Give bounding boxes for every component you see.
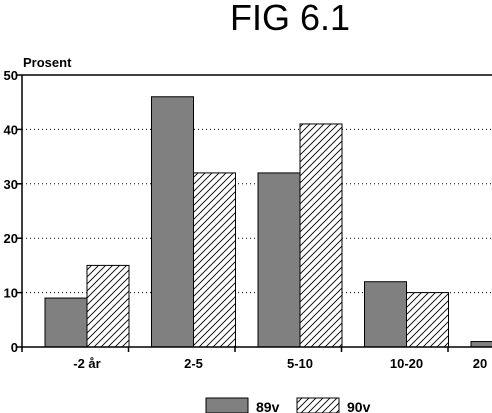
bar-89v-2 [257,172,301,348]
bar-89v-0 [44,297,88,348]
bar-90v-1 [193,172,236,348]
x-tick-label: 5-10 [287,356,313,371]
legend-swatch-90v [296,397,340,413]
bars [44,96,492,348]
legend-swatch-89v [205,397,249,413]
bar-90v-0 [86,264,130,348]
chart-title: FIG 6.1 [230,0,350,38]
y-tick-label: 10 [4,286,18,301]
legend-label-89v: 89v [256,399,280,413]
x-tick-labels: -2 år 2-5 5-10 10-20 20 [73,356,487,371]
x-tick-label: -2 år [73,356,100,371]
bar-90v-2 [299,123,343,348]
x-tick-label: 2-5 [184,356,203,371]
bar-90v-3 [406,292,449,348]
legend-label-90v: 90v [347,399,371,413]
y-tick-label: 20 [4,231,18,246]
bar-89v-3 [364,281,407,348]
y-axis-label: Prosent [23,55,72,70]
y-tick-label: 40 [4,122,18,137]
y-tick-labels: 0 10 20 30 40 50 [4,68,18,355]
y-tick-label: 0 [11,340,18,355]
x-tick-label: 20 [473,356,487,371]
y-tick-label: 50 [4,68,18,83]
axes [17,74,492,352]
bar-89v-1 [151,96,194,348]
y-tick-label: 30 [4,177,18,192]
legend: 89v 90v [205,397,371,413]
x-tick-label: 10-20 [390,356,423,371]
bar-89v-4 [470,341,492,348]
